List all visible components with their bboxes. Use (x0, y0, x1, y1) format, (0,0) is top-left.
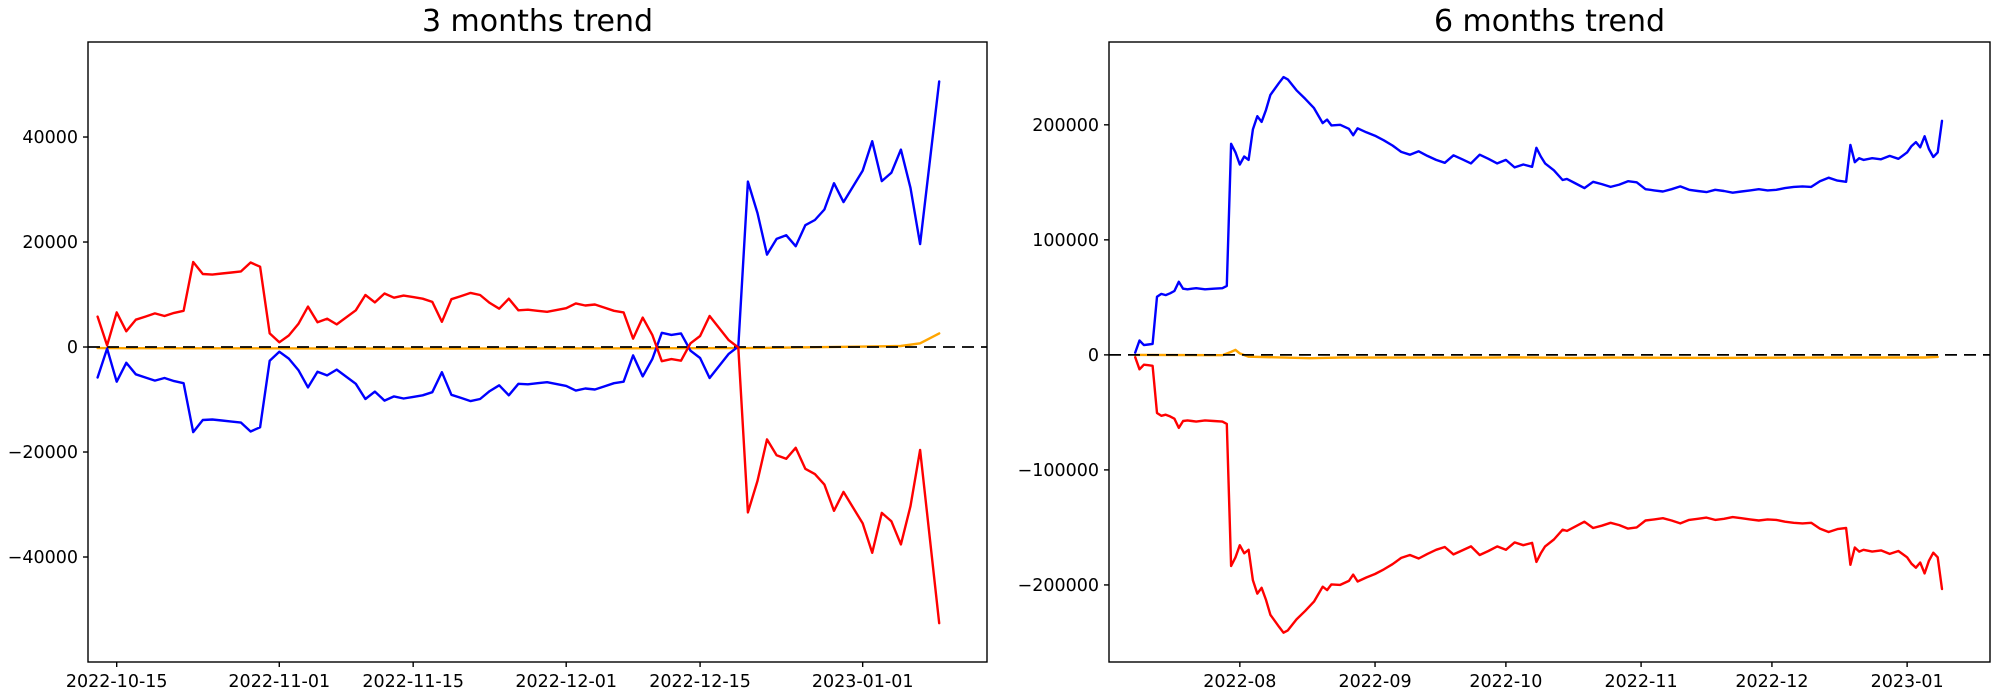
x-tick-label: 2022-12-15 (649, 672, 751, 692)
chart-3-months-trend: 3 months trend 2022-10-15 2022-11-01 2022-… (8, 4, 988, 692)
chart-canvas-3-months: 2022-10-15 2022-11-01 2022-11-15 2022-12-01… (8, 41, 988, 692)
x-tick-label: 2022-08 (1203, 672, 1276, 692)
x-tick-label: 2022-11-01 (228, 672, 330, 692)
series-line-red (96, 260, 941, 625)
y-tick-label: 20000 (22, 233, 78, 253)
x-tick-label: 2022-12-01 (515, 672, 617, 692)
y-tick-label: 0 (1088, 346, 1099, 366)
x-tick-label: 2022-11 (1605, 672, 1678, 692)
x-tick-label: 2022-09 (1338, 672, 1411, 692)
y-tick-label: −40000 (8, 548, 78, 568)
x-tick-label: 2022-10-15 (66, 672, 168, 692)
x-tick-label: 2022-11-15 (362, 672, 464, 692)
x-tick-label: 2023-01 (1871, 672, 1944, 692)
x-tick-label: 2022-12 (1735, 672, 1808, 692)
series-line-red (1133, 356, 1944, 634)
series-line-orange (96, 332, 941, 350)
y-tick-label: 0 (67, 338, 78, 358)
x-tick-label: 2023-01-01 (812, 672, 914, 692)
chart-title-6-months: 6 months trend (1433, 4, 1666, 39)
chart-6-months-trend: 6 months trend 2022-08 2022-09 2022-10 2022… (1000, 0, 2000, 700)
chart-title-3-months: 3 months trend (421, 4, 654, 39)
plot-border (87, 41, 988, 663)
y-tick-label: 200000 (1032, 116, 1099, 136)
y-tick-label: 100000 (1032, 231, 1099, 251)
series-line-blue (1133, 75, 1944, 354)
y-tick-label: 40000 (22, 128, 78, 148)
y-tick-label: −20000 (8, 443, 78, 463)
y-tick-label: −100000 (1018, 461, 1099, 481)
x-tick-label: 2022-10 (1469, 672, 1542, 692)
y-tick-label: −200000 (1018, 576, 1099, 596)
chart-canvas-6-months: 2022-08 2022-09 2022-10 2022-11 2022-12 2023-… (1018, 41, 1991, 692)
plot-border (1108, 41, 1991, 663)
series-line-orange (1133, 348, 1939, 360)
series-line-blue (96, 80, 941, 434)
